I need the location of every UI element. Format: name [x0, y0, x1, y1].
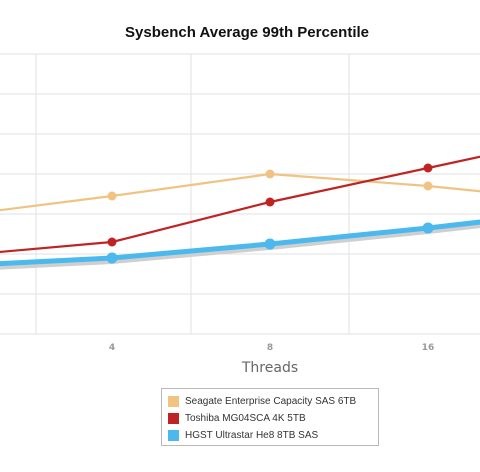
series-line [0, 155, 480, 254]
legend: Seagate Enterprise Capacity SAS 6TB Toshi… [161, 388, 379, 446]
x-axis-label: Threads [241, 360, 298, 376]
data-point [107, 237, 117, 247]
legend-item: Seagate Enterprise Capacity SAS 6TB [168, 393, 378, 410]
data-point [264, 238, 276, 250]
data-point [106, 252, 118, 264]
data-point [265, 197, 275, 207]
x-tick-label: 16 [422, 343, 435, 353]
legend-label: Toshiba MG04SCA 4K 5TB [185, 413, 306, 424]
legend-label: HGST Ultrastar He8 8TB SAS [185, 430, 319, 441]
data-point [422, 222, 434, 234]
legend-label: Seagate Enterprise Capacity SAS 6TB [185, 396, 357, 407]
data-point [265, 169, 275, 179]
series-group [0, 155, 480, 270]
chart-title: Sysbench Average 99th Percentile [125, 24, 369, 41]
legend-swatch [168, 396, 179, 407]
legend-swatch [168, 413, 179, 424]
legend-swatch [168, 430, 179, 441]
data-point [423, 163, 433, 173]
x-tick-labels: 4 8 16 [109, 343, 434, 353]
data-point [107, 191, 117, 201]
series-line [0, 219, 480, 267]
data-point [423, 181, 433, 191]
x-tick-label: 8 [267, 343, 273, 353]
x-tick-label: 4 [109, 343, 115, 353]
legend-item: Toshiba MG04SCA 4K 5TB [168, 410, 378, 427]
grid [0, 53, 480, 335]
legend-item: HGST Ultrastar He8 8TB SAS [168, 427, 378, 444]
